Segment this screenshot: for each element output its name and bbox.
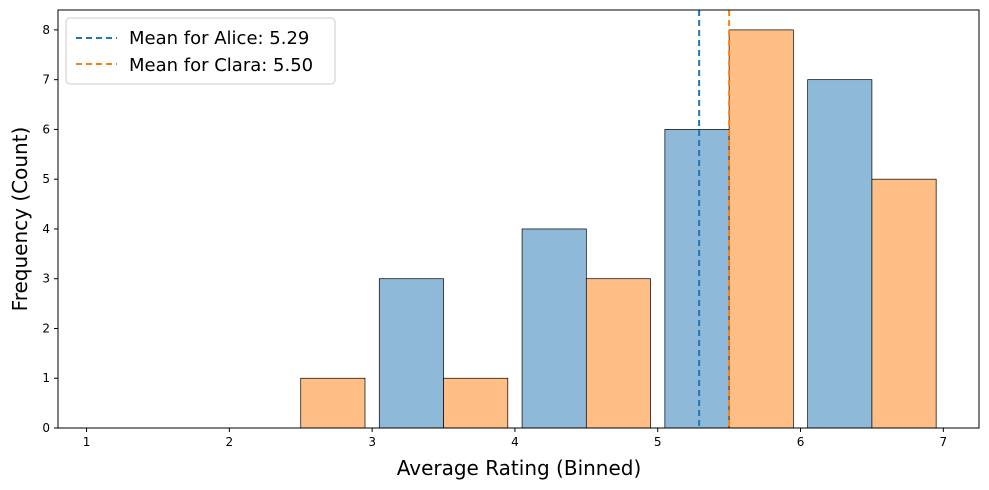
- x-tick-label: 1: [83, 435, 91, 449]
- bar-clara-4: [871, 178, 937, 429]
- legend-box: [65, 17, 336, 85]
- x-tick-label: 6: [797, 435, 805, 449]
- plot-area: [300, 10, 937, 429]
- x-tick-label: 2: [226, 435, 234, 449]
- x-tick-label: 5: [654, 435, 662, 449]
- x-axis-label: Average Rating (Binned): [397, 456, 642, 480]
- y-tick-label: 6: [42, 122, 50, 136]
- y-tick-label: 3: [42, 272, 50, 286]
- y-tick-label: 2: [42, 321, 50, 335]
- legend-label-clara: Mean for Clara: 5.50: [129, 55, 313, 76]
- axes: 1 2 3 4 5 6 7 0 1 2 3 4 5 6 7 8: [42, 9, 980, 449]
- y-tick-label: 7: [42, 73, 50, 87]
- legend: Mean for Alice: 5.29 Mean for Clara: 5.5…: [65, 17, 336, 85]
- y-tick-label: 1: [42, 371, 50, 385]
- bar-clara-2: [585, 278, 651, 429]
- y-axis-label: Frequency (Count): [8, 127, 32, 312]
- bar-alice-0: [378, 278, 444, 429]
- bar-clara-1: [443, 377, 509, 429]
- y-tick-label: 8: [42, 23, 50, 37]
- y-tick-label: 0: [42, 421, 50, 435]
- bar-alice-1: [521, 228, 587, 429]
- x-tick-label: 7: [939, 435, 947, 449]
- x-tick-label: 4: [511, 435, 519, 449]
- legend-label-alice: Mean for Alice: 5.29: [129, 28, 309, 49]
- bar-alice-3: [807, 79, 873, 429]
- y-tick-label: 4: [42, 222, 50, 236]
- x-tick-label: 3: [368, 435, 376, 449]
- bar-alice-2: [664, 129, 730, 429]
- bar-clara-3: [728, 29, 794, 429]
- bar-clara-0: [300, 377, 366, 429]
- y-tick-label: 5: [42, 172, 50, 186]
- plot-frame: [57, 9, 980, 429]
